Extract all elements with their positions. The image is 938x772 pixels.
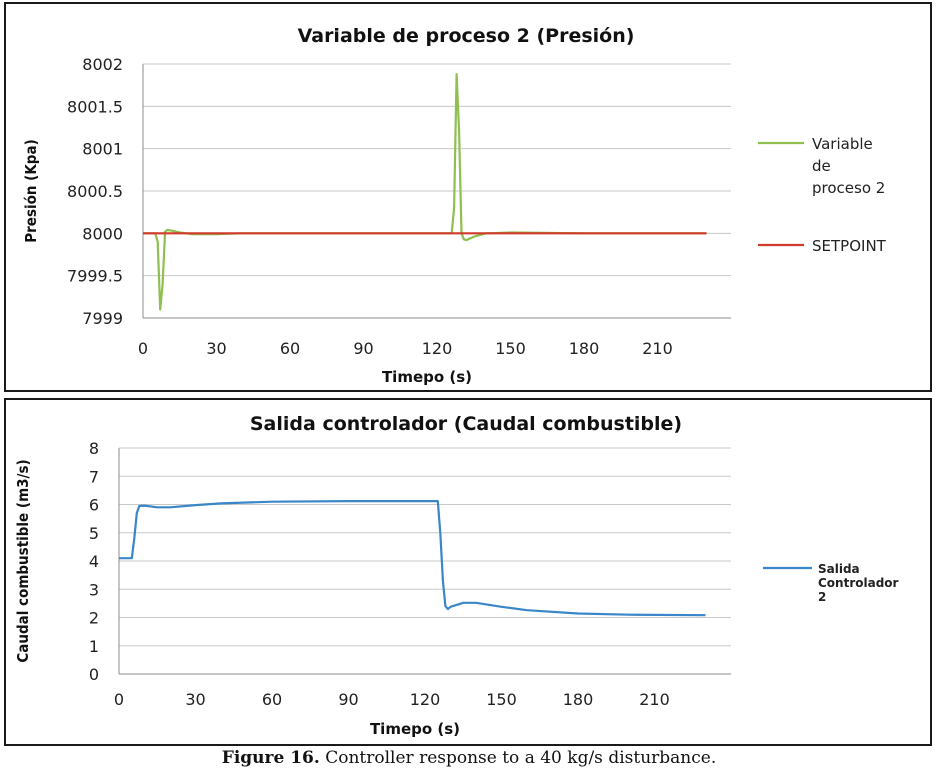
pressure-chart-panel: Variable de proceso 2 (Presión) 7999 7999.…	[4, 2, 932, 392]
y-tick-label: 3	[89, 580, 99, 599]
chart-title: Variable de proceso 2 (Presión)	[298, 25, 635, 47]
y-tick-label: 2	[89, 609, 99, 628]
series-line-1	[143, 73, 707, 311]
x-tick-label: 180	[563, 690, 594, 709]
series-line-1	[119, 499, 706, 617]
y-tick-label: 8000.5	[67, 182, 123, 201]
x-tick-label: 30	[206, 339, 226, 358]
x-tick-label: 0	[114, 690, 124, 709]
legend-entry: Salida Controlador 2	[818, 562, 899, 604]
y-axis-label: Caudal combustible (m3/s)	[14, 459, 32, 662]
y-tick-label: 8	[89, 439, 99, 458]
x-tick-label: 120	[422, 339, 453, 358]
caption-text: Controller response to a 40 kg/s disturb…	[319, 748, 717, 768]
y-tick-label: 8001	[82, 140, 123, 159]
controller-output-chart-panel: Salida controlador (Caudal combustible) 0…	[4, 398, 932, 746]
x-tick-label: 180	[569, 339, 600, 358]
y-tick-label: 1	[89, 637, 99, 656]
x-tick-label: 150	[486, 690, 517, 709]
legend-text-line: proceso 2	[812, 179, 885, 197]
y-tick-label: 4	[89, 552, 99, 571]
x-tick-label: 120	[410, 690, 441, 709]
x-tick-label: 60	[262, 690, 282, 709]
y-tick-label: 7999	[82, 309, 123, 328]
controller-output-chart: Salida controlador (Caudal combustible) 0…	[14, 413, 899, 738]
y-tick-label: 6	[89, 496, 99, 515]
x-tick-label: 90	[353, 339, 373, 358]
y-tick-label: 8002	[82, 55, 123, 74]
x-tick-label: 30	[185, 690, 205, 709]
y-tick-label: 5	[89, 524, 99, 543]
legend-entry: SETPOINT	[812, 237, 887, 255]
pressure-chart: Variable de proceso 2 (Presión) 7999 7999.…	[22, 25, 887, 386]
legend-entry: Variable de proceso 2	[812, 135, 885, 197]
chart-title: Salida controlador (Caudal combustible)	[250, 413, 682, 435]
caption-label: Figure 16.	[221, 748, 320, 768]
legend-text-line: Salida	[818, 562, 860, 576]
legend-text-line: 2	[818, 590, 826, 604]
x-axis-label: Timepo (s)	[370, 720, 460, 738]
x-tick-label: 60	[280, 339, 300, 358]
y-axis-label: Presión (Kpa)	[22, 139, 40, 243]
y-tick-label: 8000	[82, 224, 123, 243]
x-tick-label: 210	[639, 690, 670, 709]
figure-caption: Figure 16. Controller response to a 40 k…	[0, 748, 938, 768]
legend-text-line: Variable	[812, 135, 873, 153]
y-tick-label: 8001.5	[67, 97, 123, 116]
x-axis-label: Timepo (s)	[382, 368, 472, 386]
y-tick-label: 7	[89, 467, 99, 486]
legend-text-line: de	[812, 157, 831, 175]
x-tick-label: 210	[642, 339, 673, 358]
x-tick-label: 0	[138, 339, 148, 358]
x-tick-label: 90	[338, 690, 358, 709]
legend-text-line: SETPOINT	[812, 237, 887, 255]
legend-text-line: Controlador	[818, 576, 899, 590]
y-tick-label: 0	[89, 665, 99, 684]
y-tick-label: 7999.5	[67, 267, 123, 286]
x-tick-label: 150	[495, 339, 526, 358]
